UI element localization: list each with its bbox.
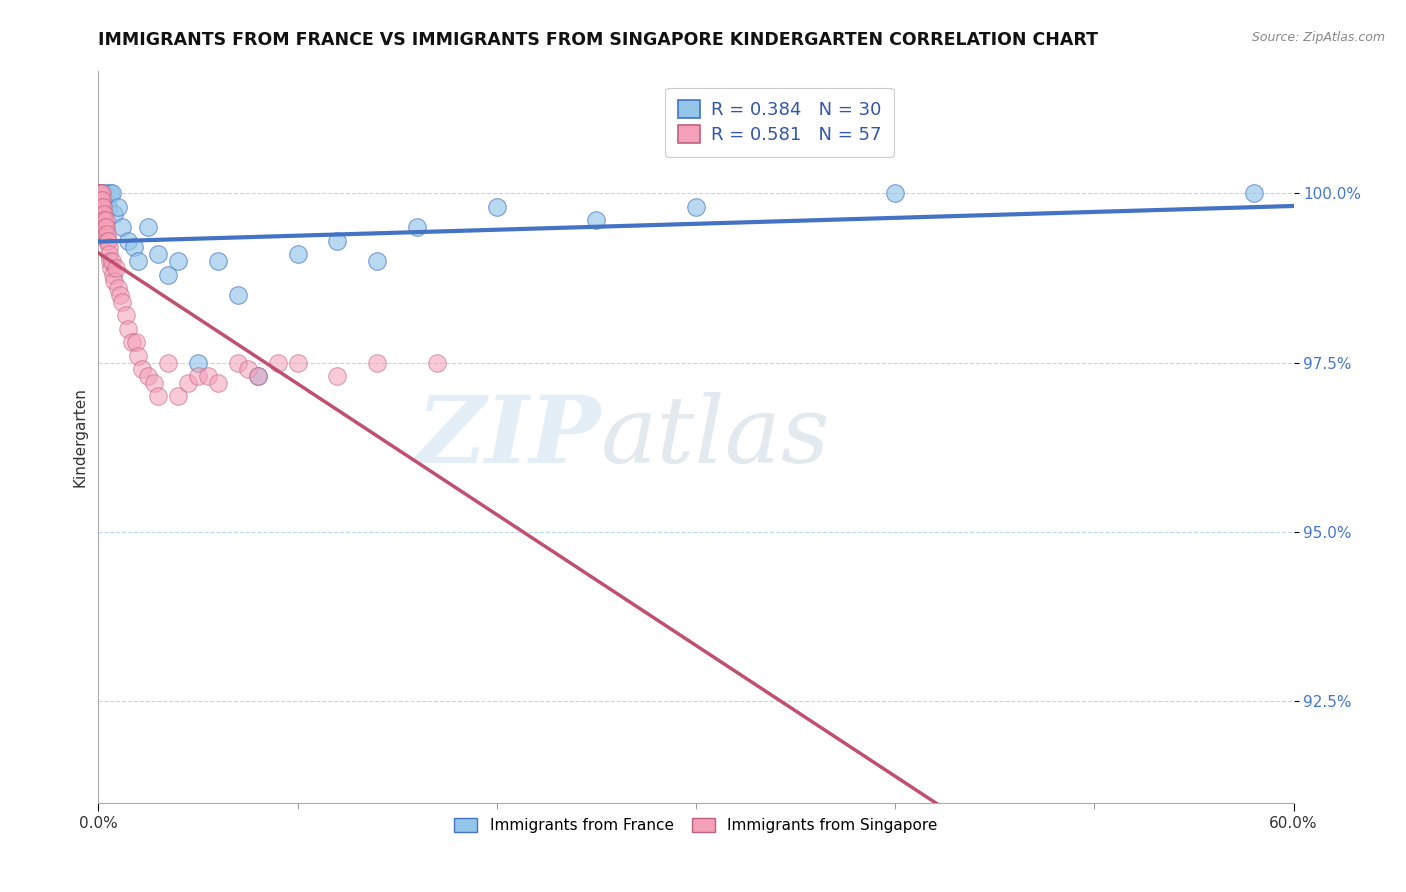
Point [96, 220, 118, 235]
Point [1243, 186, 1265, 201]
Point [246, 369, 269, 384]
Point [103, 274, 125, 288]
Point [97, 234, 120, 248]
Point [366, 254, 388, 268]
Point [157, 268, 180, 282]
Point [93, 206, 115, 220]
Point [685, 200, 707, 214]
Point [197, 369, 219, 384]
Point [124, 240, 146, 254]
Point [94, 227, 117, 241]
Point [148, 389, 170, 403]
Point [287, 247, 309, 261]
Point [90, 186, 112, 201]
Point [103, 268, 125, 282]
Point [585, 213, 607, 227]
Point [125, 335, 148, 350]
Point [107, 200, 129, 214]
Point [267, 355, 290, 369]
Point [93, 213, 115, 227]
Point [90, 193, 112, 207]
Text: IMMIGRANTS FROM FRANCE VS IMMIGRANTS FROM SINGAPORE KINDERGARTEN CORRELATION CHA: IMMIGRANTS FROM FRANCE VS IMMIGRANTS FRO… [98, 31, 1098, 49]
Point [91, 200, 114, 214]
Point [93, 193, 115, 207]
Point [94, 213, 117, 227]
Point [105, 260, 128, 275]
Point [187, 369, 209, 384]
Point [187, 355, 209, 369]
Point [326, 369, 349, 384]
Point [136, 220, 159, 235]
Point [98, 186, 122, 201]
Point [94, 220, 117, 235]
Point [101, 186, 124, 201]
Point [96, 186, 118, 201]
Point [406, 220, 429, 235]
Point [91, 200, 114, 214]
Point [115, 308, 138, 322]
Point [127, 254, 149, 268]
Point [167, 389, 190, 403]
Text: Source: ZipAtlas.com: Source: ZipAtlas.com [1251, 31, 1385, 45]
Point [111, 294, 134, 309]
Point [167, 254, 190, 268]
Point [127, 349, 149, 363]
Point [148, 247, 170, 261]
Point [236, 362, 259, 376]
Point [177, 376, 200, 390]
Point [207, 254, 229, 268]
Point [97, 200, 120, 214]
Point [107, 281, 129, 295]
Point [426, 355, 449, 369]
Y-axis label: Kindergarten: Kindergarten [72, 387, 87, 487]
Point [90, 200, 112, 214]
Point [157, 355, 180, 369]
Point [207, 376, 229, 390]
Point [117, 234, 139, 248]
Point [89, 193, 111, 207]
Point [246, 369, 269, 384]
Point [91, 193, 114, 207]
Point [89, 186, 111, 201]
Point [97, 240, 120, 254]
Point [366, 355, 388, 369]
Point [89, 186, 111, 201]
Point [89, 186, 111, 201]
Point [90, 186, 112, 201]
Text: ZIP: ZIP [416, 392, 600, 482]
Point [100, 260, 122, 275]
Point [326, 234, 349, 248]
Point [91, 206, 114, 220]
Point [226, 288, 249, 302]
Point [110, 288, 132, 302]
Point [101, 254, 124, 268]
Point [96, 227, 118, 241]
Point [93, 220, 115, 235]
Point [131, 362, 153, 376]
Point [89, 193, 111, 207]
Point [121, 335, 143, 350]
Point [98, 247, 121, 261]
Point [136, 369, 159, 384]
Point [117, 322, 139, 336]
Point [884, 186, 907, 201]
Point [103, 206, 125, 220]
Point [143, 376, 166, 390]
Legend: Immigrants from France, Immigrants from Singapore: Immigrants from France, Immigrants from … [449, 812, 943, 839]
Point [111, 220, 134, 235]
Point [485, 200, 508, 214]
Point [96, 234, 118, 248]
Point [93, 213, 115, 227]
Point [226, 355, 249, 369]
Point [287, 355, 309, 369]
Point [91, 186, 114, 201]
Point [98, 254, 122, 268]
Text: atlas: atlas [600, 392, 830, 482]
